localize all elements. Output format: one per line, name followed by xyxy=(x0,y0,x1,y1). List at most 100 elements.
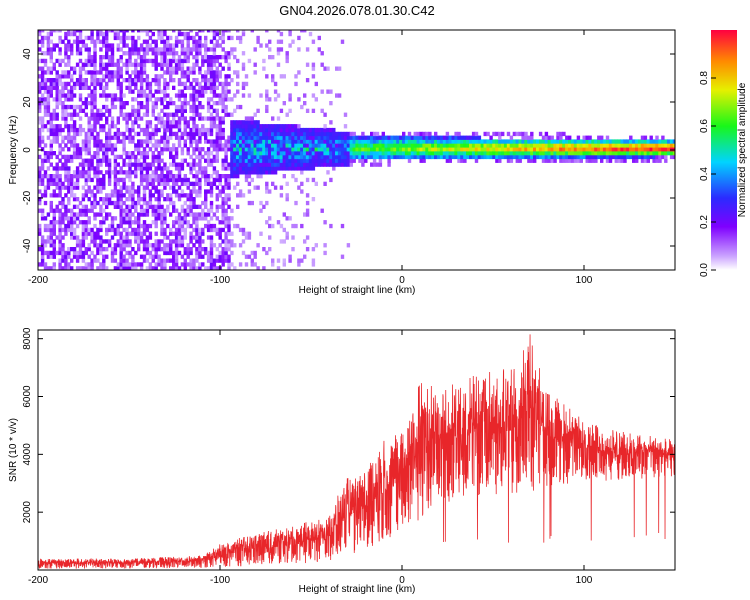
heatmap-cell xyxy=(262,204,266,209)
heatmap-cell xyxy=(174,216,179,221)
heatmap-cell xyxy=(294,124,298,129)
heatmap-cell xyxy=(387,158,391,163)
heatmap-cell xyxy=(122,62,126,67)
heatmap-cell xyxy=(192,108,196,113)
heatmap-cell xyxy=(495,151,499,156)
heatmap-cell xyxy=(160,239,164,244)
heatmap-cell xyxy=(335,158,339,163)
heatmap-cell xyxy=(67,89,71,94)
heatmap-cell xyxy=(201,231,205,236)
heatmap-cell xyxy=(169,127,173,133)
heatmap-cell xyxy=(67,112,71,117)
heatmap-cell xyxy=(230,78,234,83)
heatmap-cell xyxy=(142,212,147,217)
heatmap-cell xyxy=(116,31,120,37)
heatmap-cell xyxy=(439,151,444,156)
heatmap-cell xyxy=(67,62,71,67)
heatmap-cell xyxy=(93,235,97,240)
heatmap-cell xyxy=(276,143,281,148)
heatmap-cell xyxy=(209,131,214,137)
heatmap-cell xyxy=(227,266,231,270)
heatmap-cell xyxy=(119,85,123,90)
heatmap-cell xyxy=(448,143,452,148)
heatmap-cell xyxy=(55,78,59,83)
heatmap-cell xyxy=(212,81,217,87)
heatmap-cell xyxy=(131,193,135,198)
heatmap-cell xyxy=(93,239,97,244)
heatmap-cell xyxy=(192,47,196,52)
heatmap-cell xyxy=(99,147,103,152)
heatmap-cell xyxy=(113,74,118,79)
heatmap-cell xyxy=(75,254,80,259)
heatmap-cell xyxy=(218,250,222,256)
heatmap-cell xyxy=(285,135,289,140)
heatmap-cell xyxy=(352,147,356,152)
heatmap-cell xyxy=(262,127,266,133)
heatmap-cell xyxy=(195,112,199,117)
heatmap-cell xyxy=(131,124,135,129)
heatmap-cell xyxy=(209,239,214,244)
heatmap-cell xyxy=(568,135,572,140)
heatmap-cell xyxy=(64,62,68,67)
heatmap-cell xyxy=(87,220,91,225)
heatmap-cell xyxy=(154,81,158,87)
heatmap-cell xyxy=(49,78,53,83)
heatmap-cell xyxy=(70,189,74,194)
heatmap-cell xyxy=(163,250,167,256)
heatmap-cell xyxy=(125,127,129,133)
heatmap-cell xyxy=(67,124,71,129)
heatmap-cell xyxy=(457,158,461,163)
heatmap-cell xyxy=(128,154,132,160)
heatmap-cell xyxy=(105,151,109,156)
heatmap-cell xyxy=(209,185,214,190)
heatmap-cell xyxy=(297,131,301,137)
heatmap-cell xyxy=(64,174,68,179)
heatmap-cell xyxy=(105,139,109,144)
heatmap-cell xyxy=(46,89,51,94)
heatmap-cell xyxy=(61,89,65,94)
heatmap-cell xyxy=(139,78,144,83)
heatmap-cell xyxy=(303,135,307,140)
heatmap-cell xyxy=(253,162,257,167)
heatmap-cell xyxy=(268,162,272,167)
heatmap-cell xyxy=(527,147,531,152)
heatmap-cell xyxy=(198,35,202,41)
heatmap-cell xyxy=(154,154,158,160)
heatmap-cell xyxy=(52,62,56,67)
heatmap-cell xyxy=(186,254,190,259)
heatmap-cell xyxy=(305,143,310,148)
heatmap-cell xyxy=(224,104,228,110)
heatmap-cell xyxy=(611,147,616,152)
heatmap-cell xyxy=(247,151,252,156)
heatmap-cell xyxy=(221,93,225,98)
heatmap-cell xyxy=(192,55,196,60)
heatmap-cell xyxy=(125,208,129,213)
heatmap-cell xyxy=(186,47,190,52)
heatmap-cell xyxy=(238,193,243,198)
heatmap-cell xyxy=(43,250,48,256)
heatmap-cell xyxy=(183,258,187,263)
heatmap-cell xyxy=(250,124,254,129)
heatmap-cell xyxy=(206,104,211,110)
heatmap-cell xyxy=(434,139,438,144)
heatmap-cell xyxy=(189,131,193,137)
heatmap-cell xyxy=(163,127,167,133)
heatmap-cell xyxy=(90,189,94,194)
heatmap-cell xyxy=(145,227,150,233)
heatmap-cell xyxy=(78,93,83,98)
heatmap-cell xyxy=(288,258,292,263)
heatmap-cell xyxy=(139,235,144,240)
y-tick-label: 20 xyxy=(22,96,33,108)
heatmap-cell xyxy=(294,154,298,160)
heatmap-cell xyxy=(582,135,586,140)
heatmap-cell xyxy=(314,127,318,133)
heatmap-cell xyxy=(119,258,123,263)
heatmap-cell xyxy=(413,154,417,160)
heatmap-cell xyxy=(215,43,219,48)
heatmap-cell xyxy=(600,154,604,160)
heatmap-cell xyxy=(52,208,56,213)
heatmap-cell xyxy=(189,139,193,144)
heatmap-cell xyxy=(352,154,356,160)
heatmap-cell xyxy=(533,139,537,144)
heatmap-cell xyxy=(87,170,91,175)
